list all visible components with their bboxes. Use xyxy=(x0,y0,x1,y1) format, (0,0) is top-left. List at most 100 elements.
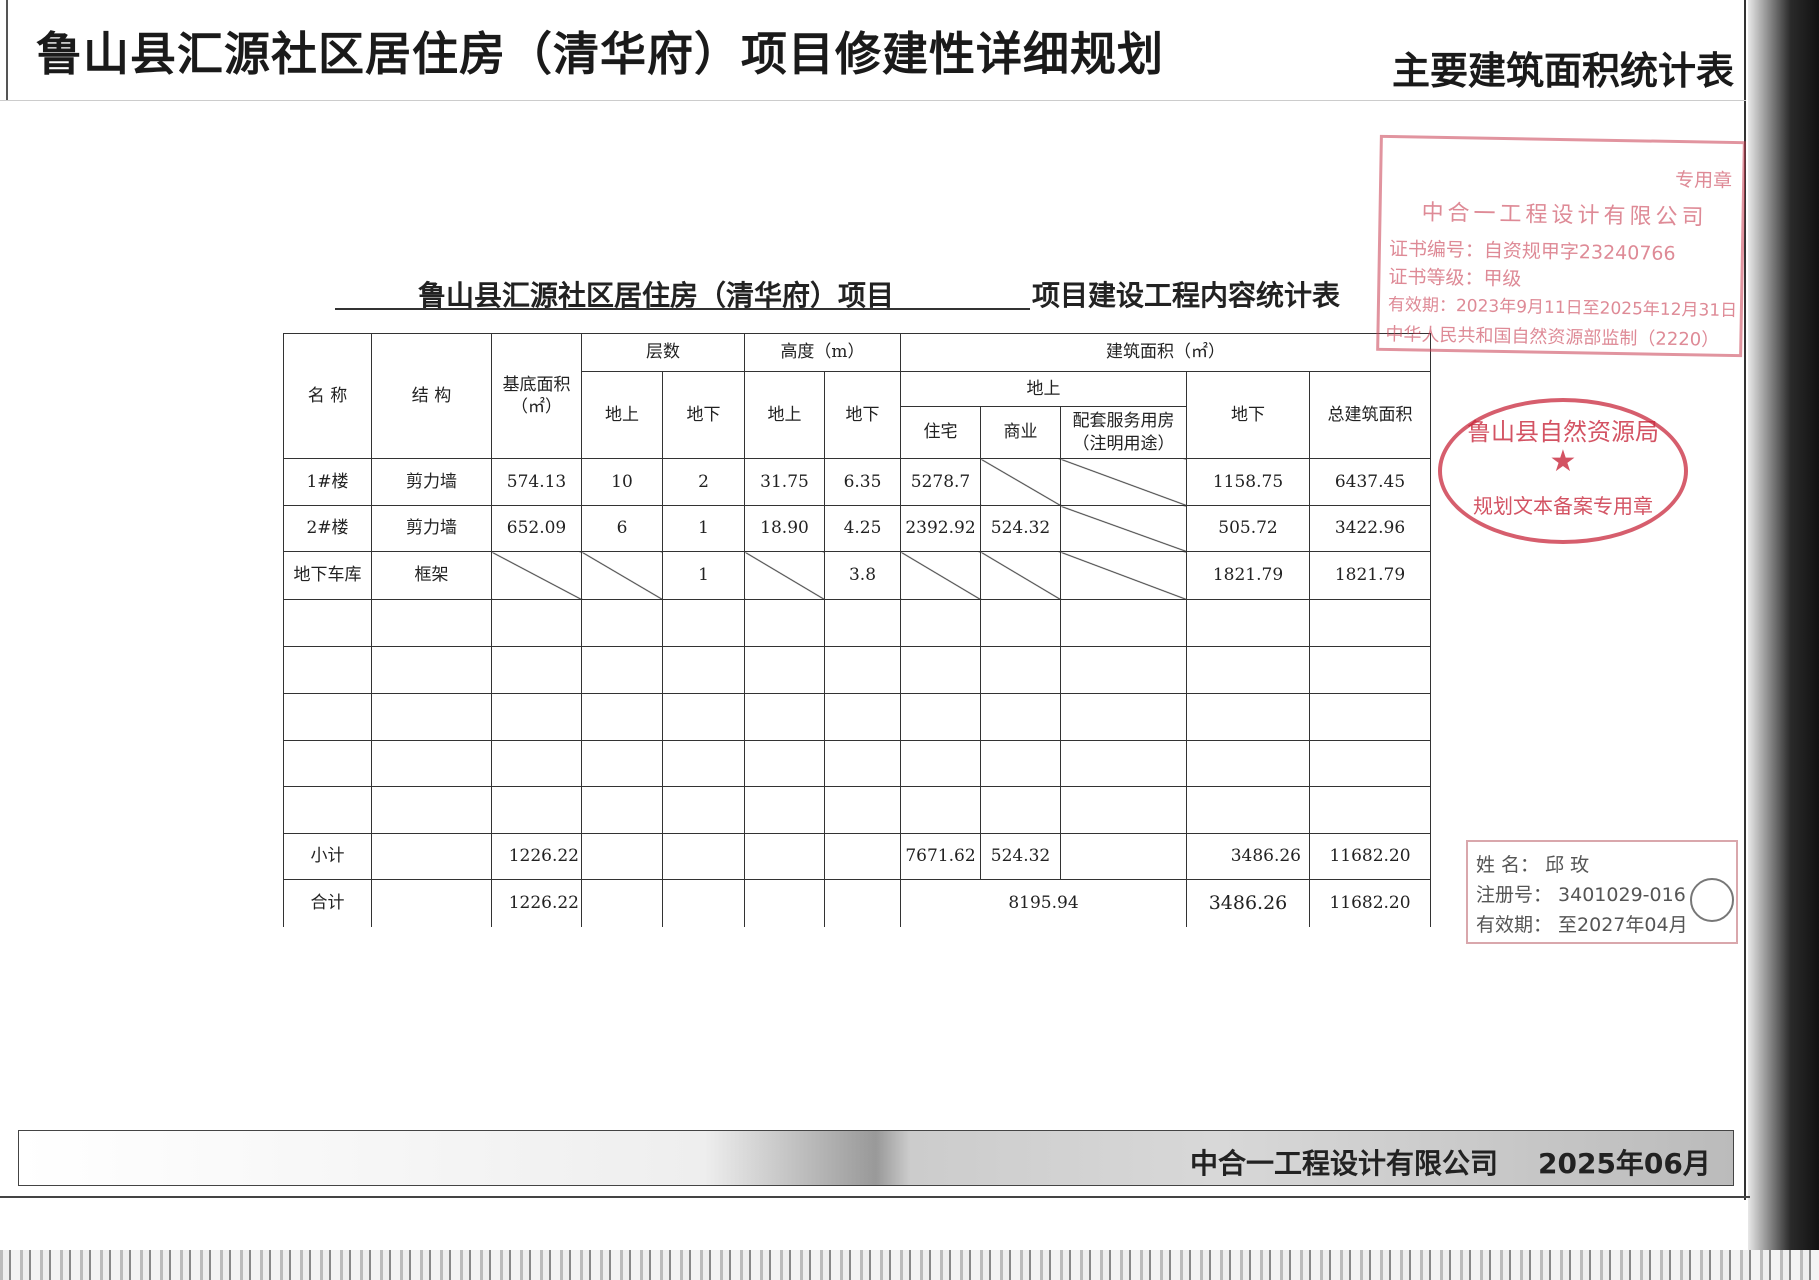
table-title: 项目建设工程内容统计表 xyxy=(1032,279,1341,312)
total-base-area: 1226.22 xyxy=(491,879,582,927)
header-service: 配套服务用房（注明用途） xyxy=(1060,406,1187,459)
header-total: 总建筑面积 xyxy=(1309,371,1431,459)
stamp-text: 专用章 xyxy=(1674,168,1733,192)
header-height-above: 地上 xyxy=(744,371,825,459)
cell-floors-below: 2 xyxy=(662,458,745,506)
stamp-text: 中合一工程设计有限公司 xyxy=(1421,200,1708,231)
stamp-text: 注册号： 3401029-016 xyxy=(1476,884,1686,906)
header-commercial: 商业 xyxy=(980,406,1061,459)
subtotal-row: 小计 1226.22 7671.62 524.32 3486.26 11682.… xyxy=(283,833,1431,880)
cell-service-empty xyxy=(1060,458,1187,506)
subtotal-commercial: 524.32 xyxy=(980,833,1061,880)
page-bottom-edge xyxy=(0,1196,1750,1198)
cell-commercial-empty xyxy=(980,458,1061,506)
cell-name: 1#楼 xyxy=(283,458,372,506)
cell-base-area-empty xyxy=(491,551,582,600)
subtotal-total: 11682.20 xyxy=(1309,833,1431,880)
emblem-icon xyxy=(1690,878,1734,922)
star-icon: ★ xyxy=(1549,444,1577,479)
empty-row xyxy=(283,646,1431,694)
total-label: 合计 xyxy=(283,879,372,927)
cell-floors-above: 10 xyxy=(581,458,663,506)
table-title-project: 鲁山县汇源社区居住房（清华府）项目 xyxy=(418,279,895,312)
stamp-text: 有效期：2023年9月11日至2025年12月31日 xyxy=(1387,294,1738,322)
sheet-title: 主要建筑面积统计表 xyxy=(1392,49,1735,93)
cell-commercial: 524.32 xyxy=(980,505,1061,552)
subtotal-residential: 7671.62 xyxy=(900,833,981,880)
header-residential: 住宅 xyxy=(900,406,981,459)
stamp-text: 证书编号：自资规甲字23240766 xyxy=(1388,237,1676,265)
table-row: 1#楼 剪力墙 574.13 10 2 31.75 6.35 5278.7 11… xyxy=(283,458,1431,506)
cell-floors-above-empty xyxy=(581,551,663,600)
cell-height-below: 3.8 xyxy=(824,551,901,600)
footer-company: 中合一工程设计有限公司 xyxy=(1190,1147,1499,1180)
empty-row xyxy=(283,786,1431,834)
total-total: 11682.20 xyxy=(1309,879,1431,927)
stamp-text: 中华人民共和国自然资源部监制（2220） xyxy=(1385,323,1720,351)
subtotal-label: 小计 xyxy=(283,833,372,880)
stamp-text: 有效期： 至2027年04月 xyxy=(1476,914,1688,936)
cell-service-empty xyxy=(1060,505,1187,552)
header-floors: 层数 xyxy=(581,333,745,372)
cell-structure: 框架 xyxy=(371,551,492,600)
footer-date: 2025年06月 xyxy=(1538,1147,1711,1180)
header-gfa-above: 地上 xyxy=(900,371,1187,407)
footer-bar xyxy=(18,1130,1734,1186)
cell-base-area: 574.13 xyxy=(491,458,582,506)
empty-row xyxy=(283,599,1431,647)
cell-height-above: 31.75 xyxy=(744,458,825,506)
header-gfa-below: 地下 xyxy=(1186,371,1310,459)
cell-name: 2#楼 xyxy=(283,505,372,552)
header-name: 名 称 xyxy=(283,333,372,459)
cell-floors-below: 1 xyxy=(662,551,745,600)
cell-height-above: 18.90 xyxy=(744,505,825,552)
title-underline xyxy=(335,308,1030,310)
scan-bottom-noise xyxy=(0,1250,1819,1280)
cell-height-above-empty xyxy=(744,551,825,600)
cell-total: 6437.45 xyxy=(1309,458,1431,506)
subtotal-gfa-below: 3486.26 xyxy=(1186,833,1310,880)
cell-gfa-below: 1158.75 xyxy=(1186,458,1310,506)
cell-service-empty xyxy=(1060,551,1187,600)
main-title: 鲁山县汇源社区居住房（清华府）项目修建性详细规划 xyxy=(36,27,1164,81)
header-height: 高度（m） xyxy=(744,333,901,372)
stamp-text: 证书等级：甲级 xyxy=(1388,265,1522,291)
qualification-stamp: 专用章 中合一工程设计有限公司 证书编号：自资规甲字23240766 证书等级：… xyxy=(1376,134,1746,358)
registered-planner-stamp: 姓 名： 邱 玫 注册号： 3401029-016 有效期： 至2027年04月 xyxy=(1466,840,1738,944)
cell-name: 地下车库 xyxy=(283,551,372,600)
scan-edge xyxy=(1748,0,1819,1280)
cell-gfa-below: 1821.79 xyxy=(1186,551,1310,600)
seal-arc-text: 鲁山县自然资源局 xyxy=(1467,418,1659,446)
cell-commercial-empty xyxy=(980,551,1061,600)
official-seal: 鲁山县自然资源局 ★ 规划文本备案专用章 xyxy=(1438,398,1688,544)
cell-base-area: 652.09 xyxy=(491,505,582,552)
frame-right-line xyxy=(1744,0,1746,1200)
subtotal-base-area: 1226.22 xyxy=(491,833,582,880)
empty-row xyxy=(283,693,1431,741)
cell-residential: 2392.92 xyxy=(900,505,981,552)
frame-left-line xyxy=(6,0,8,100)
cell-structure: 剪力墙 xyxy=(371,458,492,506)
cell-total: 1821.79 xyxy=(1309,551,1431,600)
cell-total: 3422.96 xyxy=(1309,505,1431,552)
cell-floors-below: 1 xyxy=(662,505,745,552)
cell-gfa-below: 505.72 xyxy=(1186,505,1310,552)
table-row: 2#楼 剪力墙 652.09 6 1 18.90 4.25 2392.92 52… xyxy=(283,505,1431,552)
header-height-below: 地下 xyxy=(824,371,901,459)
grand-total-row: 合计 1226.22 8195.94 3486.26 11682.20 xyxy=(283,879,1431,927)
cell-height-below: 6.35 xyxy=(824,458,901,506)
total-above-ground: 8195.94 xyxy=(900,879,1187,927)
cell-floors-above: 6 xyxy=(581,505,663,552)
cell-height-below: 4.25 xyxy=(824,505,901,552)
frame-top-line xyxy=(0,100,1746,101)
header-base-area: 基底面积（㎡） xyxy=(491,333,582,459)
seal-bottom-text: 规划文本备案专用章 xyxy=(1473,494,1653,518)
header-structure: 结 构 xyxy=(371,333,492,459)
cell-residential-empty xyxy=(900,551,981,600)
table-row: 地下车库 框架 1 3.8 1821.79 1821.79 xyxy=(283,551,1431,600)
empty-row xyxy=(283,740,1431,787)
header-gfa: 建筑面积（㎡） xyxy=(900,333,1431,372)
header-floors-above: 地上 xyxy=(581,371,663,459)
header-floors-below: 地下 xyxy=(662,371,745,459)
total-gfa-below: 3486.26 xyxy=(1186,879,1310,927)
